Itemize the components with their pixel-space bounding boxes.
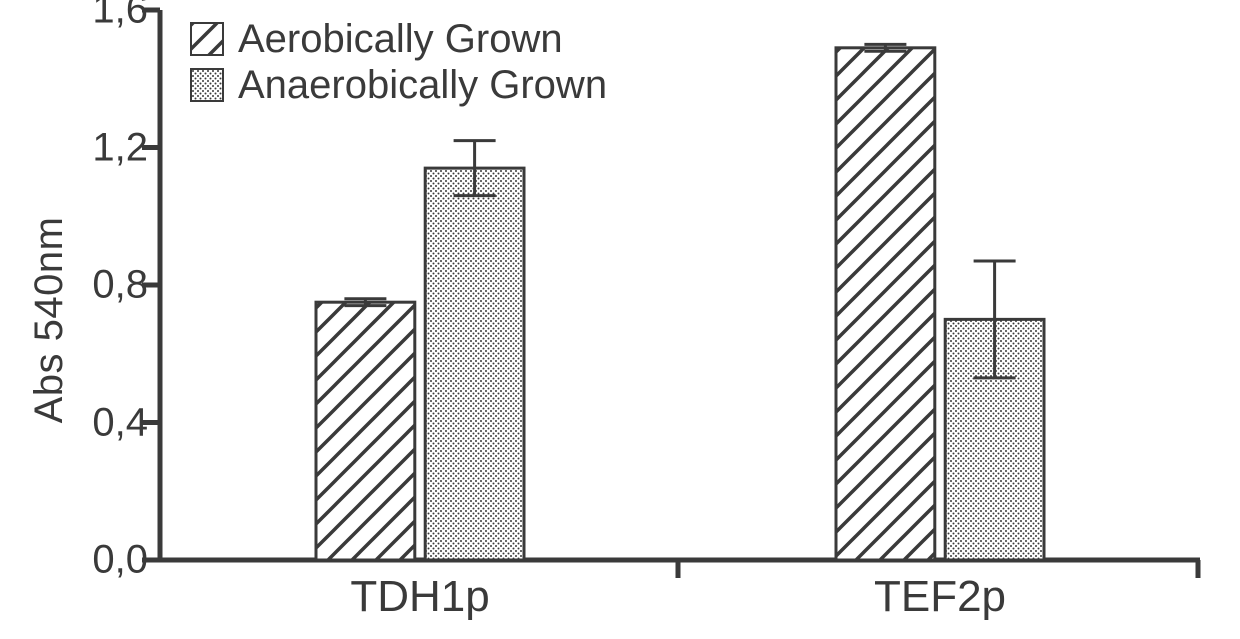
- bar-chart: Abs 540nm 0,00,40,81,21,6 TDH1pTEF2p Aer…: [0, 0, 1240, 639]
- y-tick-label: 1,2: [92, 125, 148, 170]
- y-tick-label: 1,6: [92, 0, 148, 33]
- bar-anaerobic: [425, 168, 524, 560]
- x-tick-label: TEF2p: [874, 572, 1006, 622]
- x-tick-label: TDH1p: [350, 572, 489, 622]
- plot-area: [0, 0, 1240, 639]
- y-tick-label: 0,8: [92, 263, 148, 308]
- x-tick-labels: TDH1p TEF2p: [0, 572, 1240, 632]
- legend-label: Aerobically Grown: [238, 18, 563, 60]
- legend-label: Anaerobically Grown: [238, 64, 607, 106]
- legend-item: Aerobically Grown: [190, 18, 607, 60]
- legend-swatch-anaerobic: [190, 68, 224, 102]
- legend-swatch-aerobic: [190, 22, 224, 56]
- y-tick-label: 0,4: [92, 400, 148, 445]
- legend-item: Anaerobically Grown: [190, 64, 607, 106]
- legend: Aerobically GrownAnaerobically Grown: [190, 18, 607, 110]
- bar-aerobic: [836, 48, 935, 560]
- bar-aerobic: [316, 302, 415, 560]
- y-tick-labels: 0,00,40,81,21,6: [0, 0, 148, 639]
